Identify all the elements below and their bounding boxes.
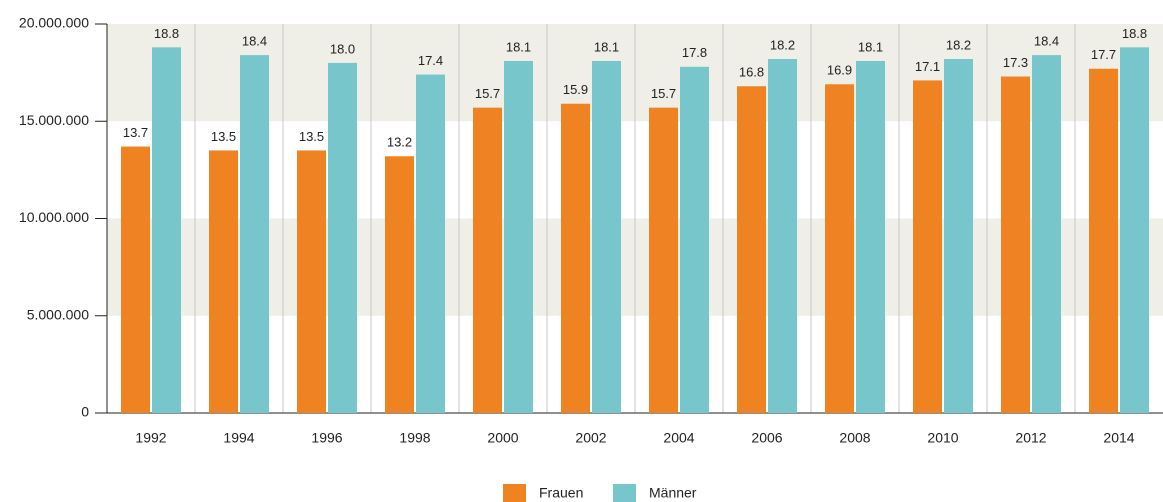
value-label: 18.1 <box>594 39 619 54</box>
legend-swatch <box>503 484 526 502</box>
x-tick-label: 2000 <box>487 430 518 446</box>
y-tick-label: 15.000.000 <box>19 112 89 128</box>
value-label: 16.8 <box>739 65 764 80</box>
bar <box>561 103 590 414</box>
value-label: 18.1 <box>506 39 531 54</box>
bar <box>328 62 357 414</box>
bar <box>856 60 885 414</box>
bar <box>209 150 238 414</box>
bar <box>1032 55 1061 414</box>
bar <box>737 86 766 414</box>
value-label: 15.7 <box>651 86 676 101</box>
value-label: 13.5 <box>211 129 236 144</box>
bar <box>504 60 533 414</box>
bar <box>297 150 326 414</box>
legend-label: Frauen <box>539 485 583 501</box>
value-label: 13.5 <box>299 129 324 144</box>
x-tick-label: 2002 <box>575 430 606 446</box>
value-label: 18.4 <box>1034 34 1059 49</box>
legend-swatch <box>613 484 636 502</box>
x-tick-label: 1992 <box>135 430 166 446</box>
bar <box>1089 68 1118 414</box>
y-tick-label: 0 <box>81 404 89 420</box>
x-tick-label: 1996 <box>311 430 342 446</box>
value-label: 18.0 <box>330 41 355 56</box>
value-label: 17.8 <box>682 45 707 60</box>
bar <box>385 156 414 413</box>
value-label: 17.3 <box>1003 55 1028 70</box>
legend-label: Männer <box>649 485 697 501</box>
x-tick-label: 2012 <box>1015 430 1046 446</box>
value-label: 15.7 <box>475 86 500 101</box>
value-label: 13.2 <box>387 135 412 150</box>
value-label: 18.8 <box>154 26 179 41</box>
value-label: 18.2 <box>946 37 971 52</box>
value-label: 18.2 <box>770 37 795 52</box>
y-tick-label: 10.000.000 <box>19 209 89 225</box>
value-label: 17.7 <box>1091 47 1116 62</box>
bar <box>240 55 269 414</box>
x-tick-label: 2010 <box>927 430 958 446</box>
value-label: 18.8 <box>1122 26 1147 41</box>
value-label: 17.4 <box>418 53 443 68</box>
bar <box>649 107 678 413</box>
bar <box>680 66 709 413</box>
x-tick-label: 2004 <box>663 430 694 446</box>
x-tick-label: 1998 <box>399 430 430 446</box>
value-label: 17.1 <box>915 59 940 74</box>
bar <box>944 59 973 413</box>
bar <box>592 60 621 414</box>
x-tick-label: 1994 <box>223 430 254 446</box>
bar <box>152 47 181 414</box>
bar <box>121 146 150 413</box>
value-label: 18.4 <box>242 34 267 49</box>
x-tick-label: 2006 <box>751 430 782 446</box>
value-label: 18.1 <box>858 39 883 54</box>
bar <box>913 80 942 413</box>
bar <box>473 107 502 413</box>
y-tick-label: 20.000.000 <box>19 15 89 31</box>
bar <box>1120 47 1149 414</box>
x-tick-label: 2008 <box>839 430 870 446</box>
y-tick-label: 5.000.000 <box>27 306 89 322</box>
value-label: 13.7 <box>123 125 148 140</box>
bar <box>768 59 797 413</box>
bar <box>1001 76 1030 413</box>
bar <box>416 74 445 413</box>
x-tick-label: 2014 <box>1103 430 1134 446</box>
value-label: 16.9 <box>827 63 852 78</box>
value-label: 15.9 <box>563 82 588 97</box>
bar <box>825 84 854 414</box>
